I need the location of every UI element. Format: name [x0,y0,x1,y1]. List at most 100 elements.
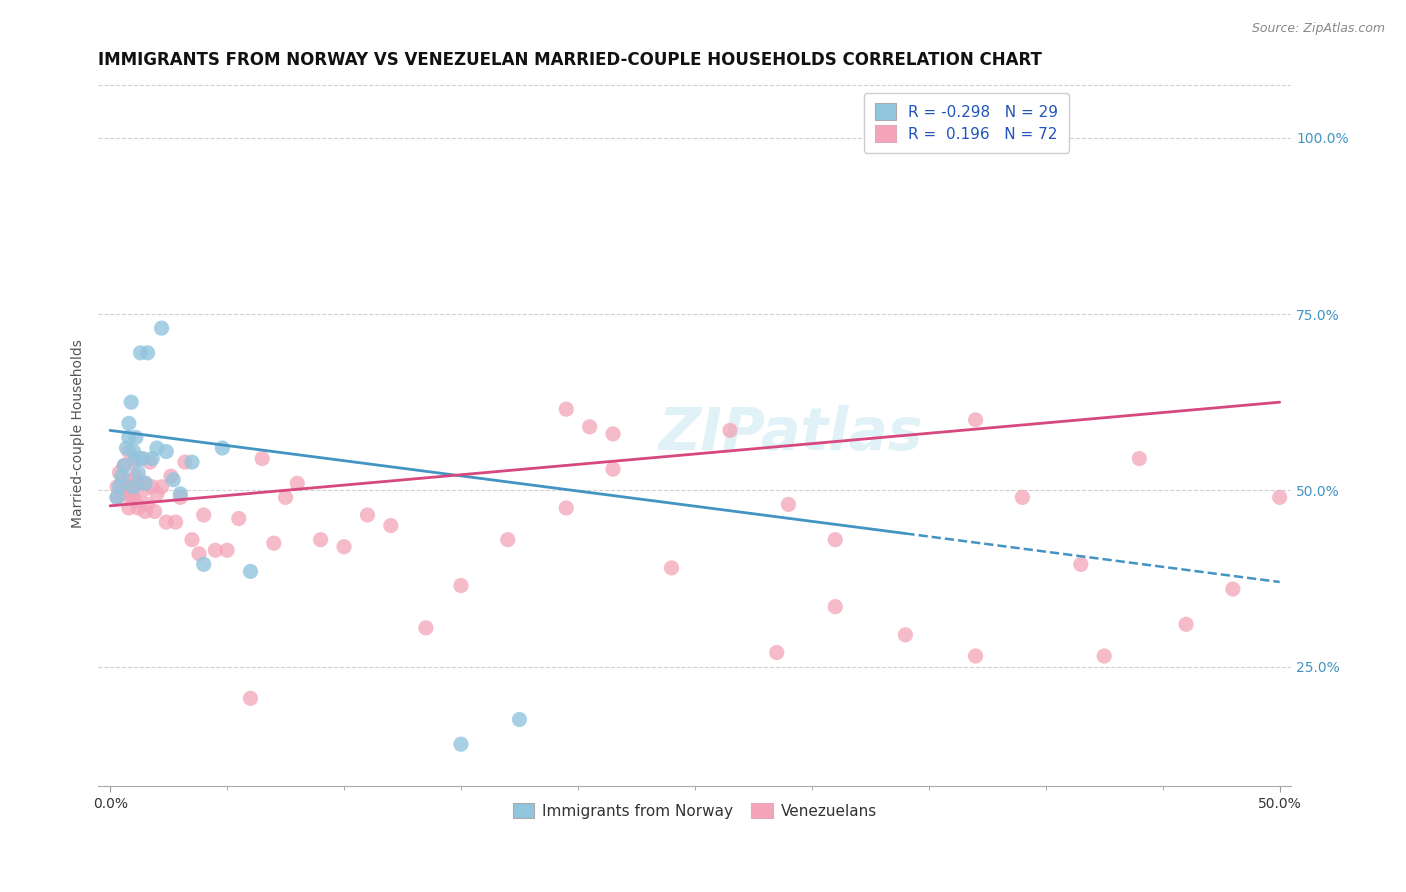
Y-axis label: Married-couple Households: Married-couple Households [72,340,86,528]
Point [127,476,149,491]
Point [217,543,239,558]
Point [162,473,184,487]
Point [1222,582,1244,596]
Point [778,497,800,511]
Point [105,491,128,505]
Point [824,599,846,614]
Point [450,737,472,751]
Point [661,561,683,575]
Point [155,444,177,458]
Point [160,469,183,483]
Point [105,480,128,494]
Point [169,491,191,505]
Point [165,515,187,529]
Point [965,413,987,427]
Point [118,430,141,444]
Point [181,533,204,547]
Point [111,476,134,491]
Point [132,451,155,466]
Point [965,648,987,663]
Point [263,536,285,550]
Point [250,451,273,466]
Point [127,500,149,515]
Point [380,518,402,533]
Point [824,533,846,547]
Point [143,504,166,518]
Point [132,483,155,498]
Point [1175,617,1198,632]
Point [415,621,437,635]
Point [193,558,215,572]
Point [228,511,250,525]
Point [120,491,142,505]
Legend: Immigrants from Norway, Venezuelans: Immigrants from Norway, Venezuelans [508,797,883,825]
Point [122,491,145,505]
Point [1128,451,1150,466]
Point [134,476,156,491]
Text: Source: ZipAtlas.com: Source: ZipAtlas.com [1251,22,1385,36]
Point [555,402,578,417]
Point [118,444,141,458]
Point [239,565,262,579]
Point [136,346,159,360]
Point [155,515,177,529]
Point [894,628,917,642]
Point [1011,491,1033,505]
Point [141,480,163,494]
Point [118,417,141,431]
Point [108,480,131,494]
Point [122,455,145,469]
Point [555,500,578,515]
Point [333,540,356,554]
Point [1070,558,1092,572]
Point [211,441,233,455]
Point [120,395,142,409]
Point [188,547,211,561]
Point [146,441,169,455]
Point [508,713,530,727]
Point [125,469,148,483]
Point [139,455,162,469]
Point [169,487,191,501]
Point [134,504,156,518]
Point [118,500,141,515]
Point [309,533,332,547]
Point [129,346,152,360]
Point [129,451,152,466]
Point [174,455,197,469]
Point [125,451,148,466]
Point [112,458,135,473]
Point [356,508,378,522]
Point [115,473,138,487]
Point [111,469,134,483]
Point [127,466,149,480]
Point [112,458,135,473]
Point [125,494,148,508]
Point [125,430,148,444]
Point [150,321,173,335]
Point [150,480,173,494]
Point [115,483,138,498]
Point [141,451,163,466]
Point [134,476,156,491]
Text: ZIPatlas: ZIPatlas [658,405,922,462]
Point [181,455,204,469]
Point [108,466,131,480]
Point [105,491,128,505]
Point [122,480,145,494]
Point [578,420,600,434]
Point [274,491,297,505]
Point [285,476,308,491]
Point [193,508,215,522]
Point [450,578,472,592]
Point [718,423,741,437]
Point [115,441,138,455]
Point [136,497,159,511]
Point [1268,491,1291,505]
Text: IMMIGRANTS FROM NORWAY VS VENEZUELAN MARRIED-COUPLE HOUSEHOLDS CORRELATION CHART: IMMIGRANTS FROM NORWAY VS VENEZUELAN MAR… [98,51,1042,69]
Point [496,533,519,547]
Point [204,543,226,558]
Point [120,480,142,494]
Point [146,487,169,501]
Point [122,444,145,458]
